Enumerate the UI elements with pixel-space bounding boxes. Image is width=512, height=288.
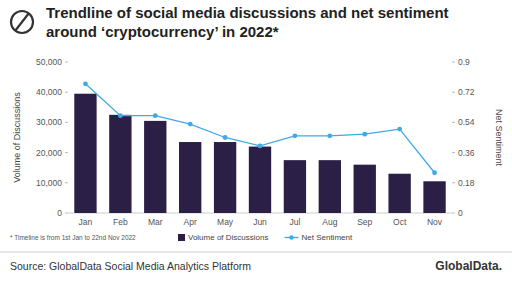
legend-swatch [178,234,185,241]
line-marker [397,127,402,132]
bar [74,94,96,213]
title-line: Trendline of social media discussions an… [46,4,449,21]
legend-label: Volume of Discussions [188,233,268,242]
x-tick-label: Sep [357,217,372,227]
line-marker [223,135,228,140]
bar [144,121,166,213]
y-tick-label: 0 [57,208,62,218]
line-marker [153,113,158,118]
y-tick [65,182,68,183]
x-tick-label: Jun [253,217,267,227]
y2-axis-label: Net Sentiment [494,109,504,167]
y-tick-label: 50,000 [36,57,62,67]
chart-svg: Trendline of social media discussions an… [0,0,512,288]
y2-tick [452,62,455,63]
y2-tick-label: 0 [458,208,463,218]
bar [109,115,131,213]
separator [0,252,512,253]
legend-label: Net Sentiment [301,233,352,242]
bar [423,181,445,213]
y-tick-label: 10,000 [36,178,62,188]
source: Source: GlobalData Social Media Analytic… [10,260,251,272]
y-tick [65,122,68,123]
line-marker [362,132,367,137]
bar [284,160,306,213]
x-tick-label: Feb [113,217,128,227]
line-marker [83,81,88,86]
bar [249,147,271,213]
y2-tick-label: 0.36 [458,148,475,158]
legend: Volume of Discussions Net Sentiment [178,233,353,242]
chart-container: Trendline of social media discussions an… [0,0,512,288]
y-tick [65,92,68,93]
icon-slash [15,13,29,31]
background [0,0,512,288]
y2-tick-label: 0.18 [458,178,475,188]
x-tick-label: Jul [289,217,300,227]
x-tick-label: Oct [393,217,407,227]
line-marker [293,133,298,138]
title-line: around ‘cryptocurrency’ in 2022* [46,23,279,40]
bar [388,174,410,213]
logo: GlobalData. [435,259,502,273]
title: Trendline of social media discussions an… [46,4,449,40]
line-marker [188,122,193,127]
title-icon [11,11,33,33]
y2-tick [452,152,455,153]
y2-tick-label: 0.9 [458,57,470,67]
y-tick [65,213,68,214]
y-axis-label: Volume of Discussions [12,92,22,183]
line [85,84,434,173]
y2-tick-label: 0.72 [458,87,475,97]
bar [214,142,236,213]
y2-tick [452,122,455,123]
y-tick [65,62,68,63]
plot-area [74,81,445,213]
x-tick-label: Mar [148,217,163,227]
y-tick-label: 40,000 [36,87,62,97]
y-tick-label: 20,000 [36,148,62,158]
y2-tick [452,92,455,93]
x-tick-label: Jan [79,217,93,227]
y2-tick [452,182,455,183]
x-tick-label: Nov [427,217,443,227]
icon-circle [11,11,33,33]
line-marker [258,143,263,148]
line-marker [432,170,437,175]
y2-tick [452,213,455,214]
line-marker [118,113,123,118]
y2-tick-label: 0.54 [458,117,475,127]
line-marker [327,133,332,138]
x-tick-label: Apr [184,217,197,227]
footnote: * Timeline is from 1st Jan to 22nd Nov 2… [10,234,136,241]
y-tick [65,152,68,153]
bar [319,160,341,213]
bar [179,142,201,213]
y-tick-label: 30,000 [36,117,62,127]
x-tick-label: May [217,217,234,227]
x-tick-label: Aug [322,217,337,227]
legend-marker [289,235,293,239]
bar [354,165,376,213]
